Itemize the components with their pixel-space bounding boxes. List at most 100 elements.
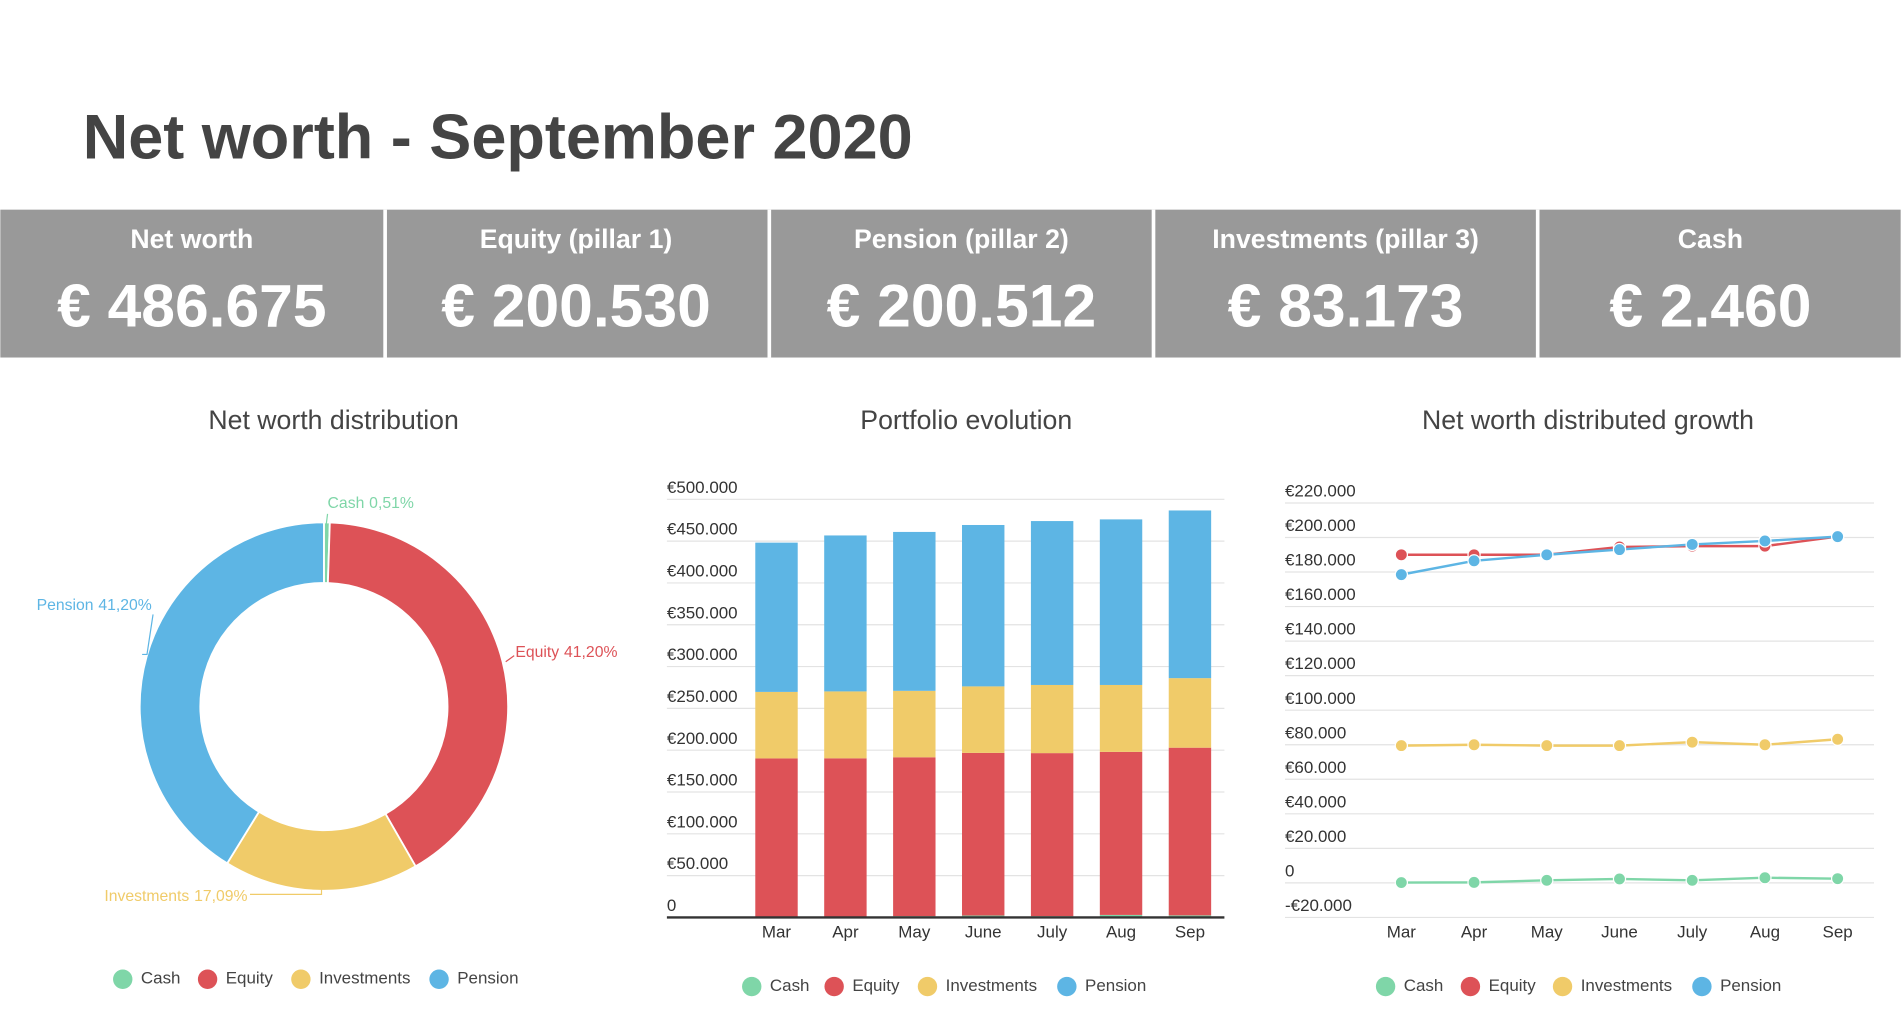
series-point — [1467, 738, 1481, 752]
series-point — [1830, 732, 1845, 746]
kpi-value: € 200.530 — [441, 271, 711, 339]
bar-segment — [1168, 678, 1212, 748]
legend-swatch — [824, 976, 844, 997]
legend-label: Cash — [1404, 976, 1444, 995]
y-tick-label: €120.000 — [1285, 654, 1356, 673]
legend-label: Investments — [1581, 976, 1672, 995]
legend-swatch — [429, 969, 449, 989]
series-point — [1394, 738, 1409, 753]
kpi-label: Net worth — [130, 224, 253, 254]
y-tick-label: €100.000 — [1285, 689, 1356, 708]
kpi-label: Equity (pillar 1) — [480, 224, 673, 254]
series-point — [1758, 534, 1772, 548]
bar-segment — [1168, 747, 1212, 916]
kpi-value: € 83.173 — [1228, 271, 1464, 339]
bar-segment — [1030, 753, 1074, 917]
kpi-background — [0, 209, 1901, 358]
legend-label: Cash — [141, 969, 181, 988]
series-point — [1540, 873, 1554, 887]
legend-label: Investments — [946, 976, 1037, 995]
kpi-label: Pension (pillar 2) — [854, 224, 1069, 254]
bar-segment — [755, 758, 798, 918]
y-tick-label: -€20.000 — [1285, 896, 1352, 915]
slice-label: Pension 41,20% — [37, 597, 152, 614]
y-tick-label: €100.000 — [667, 812, 738, 831]
x-tick-label: Aug — [1750, 923, 1780, 942]
series-point — [1685, 537, 1699, 552]
leader-line — [505, 655, 515, 663]
bar-segment — [962, 686, 1005, 753]
kpi-value: € 486.675 — [57, 271, 327, 339]
y-tick-label: €300.000 — [667, 645, 738, 664]
leader-line — [142, 614, 154, 656]
kpi-separator — [1535, 209, 1540, 358]
legend-label: Pension — [1085, 976, 1146, 995]
y-tick-label: €220.000 — [1285, 482, 1356, 501]
legend-label: Equity — [1489, 976, 1537, 995]
leader-line — [249, 888, 323, 896]
kpi-separator — [767, 209, 772, 358]
y-tick-label: €40.000 — [1285, 792, 1346, 811]
y-tick-label: €400.000 — [667, 562, 738, 581]
pie-slice — [225, 810, 417, 892]
y-tick-label: €180.000 — [1285, 551, 1356, 570]
leader-line — [325, 513, 329, 524]
legend-swatch — [917, 976, 938, 997]
x-tick-label: Apr — [1461, 923, 1488, 942]
series-point — [1830, 871, 1845, 886]
legend-label: Investments — [319, 969, 410, 988]
x-tick-label: Sep — [1823, 923, 1853, 942]
legend-swatch — [113, 969, 133, 989]
kpi-separator — [383, 209, 387, 358]
x-tick-label: Mar — [1387, 923, 1417, 942]
legend-label: Equity — [852, 976, 900, 995]
kpi-label: Cash — [1678, 224, 1743, 254]
y-tick-label: €50.000 — [667, 854, 728, 873]
slice-name: Pension — [37, 597, 94, 614]
kpi-value: € 2.460 — [1609, 271, 1811, 339]
bar-segment — [1168, 510, 1212, 679]
series-point — [1612, 872, 1627, 886]
y-tick-label: €140.000 — [1285, 620, 1356, 639]
x-tick-label: May — [898, 923, 931, 942]
x-tick-label: Aug — [1106, 923, 1136, 942]
legend-swatch — [1552, 976, 1573, 997]
slice-label: Investments 17,09% — [104, 888, 247, 905]
bar-segment — [755, 691, 798, 759]
series-point — [1612, 738, 1627, 753]
legend-swatch — [291, 969, 311, 989]
slice-value: 0,51% — [369, 495, 414, 512]
series-point — [1685, 735, 1699, 749]
slice-name: Cash — [328, 495, 365, 512]
bar-segment — [824, 691, 867, 759]
bar-segment — [893, 690, 936, 758]
y-tick-label: €160.000 — [1285, 585, 1356, 604]
bar-segment — [1030, 521, 1074, 685]
x-tick-label: July — [1677, 923, 1708, 942]
kpi-separator — [1151, 209, 1156, 358]
legend-label: Pension — [457, 969, 518, 988]
slice-value: 17,09% — [194, 888, 247, 905]
legend-swatch — [1375, 976, 1396, 997]
kpi-band — [0, 209, 1901, 358]
bar-segment — [893, 531, 936, 691]
y-tick-label: €500.000 — [667, 478, 738, 497]
series-point — [1394, 567, 1409, 582]
slice-name: Equity — [515, 644, 559, 661]
y-tick-label: €350.000 — [667, 603, 738, 622]
pie-slice — [326, 521, 509, 868]
y-tick-label: €250.000 — [667, 687, 738, 706]
y-tick-label: €80.000 — [1285, 723, 1346, 742]
series-point — [1612, 542, 1627, 557]
series-point — [1758, 871, 1772, 885]
legend-label: Pension — [1720, 976, 1781, 995]
legend-swatch — [1057, 976, 1077, 997]
slice-value: 41,20% — [98, 597, 151, 614]
y-tick-label: 0 — [1285, 861, 1294, 880]
chart-title: Portfolio evolution — [860, 405, 1072, 435]
legend-swatch — [1460, 976, 1481, 997]
y-tick-label: €60.000 — [1285, 758, 1346, 777]
legend-label: Cash — [770, 976, 810, 995]
kpi-value: € 200.512 — [827, 271, 1097, 339]
